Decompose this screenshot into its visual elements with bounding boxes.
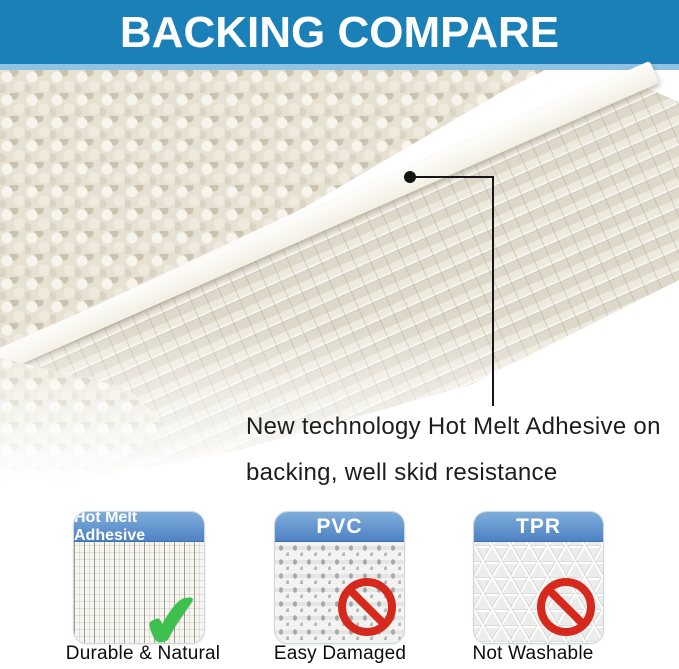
prohibition-icon <box>537 578 595 636</box>
prohibition-icon <box>338 578 396 636</box>
callout-line-vertical <box>492 176 494 406</box>
comparison-card-pvc: PVC <box>274 511 405 644</box>
card-texture-hot-melt-adhesive: ✔ <box>74 542 205 644</box>
callout-text-line2: backing, well skid resistance <box>246 459 558 486</box>
callout-line-horizontal <box>410 176 494 178</box>
callout-text: New technology Hot Melt Adhesive on back… <box>246 404 676 496</box>
card-texture-tpr <box>474 542 603 643</box>
card-texture-pvc <box>275 542 404 643</box>
card-header: TPR <box>474 512 603 542</box>
callout-text-line1: New technology Hot Melt Adhesive on <box>246 413 661 440</box>
banner-title: BACKING COMPARE <box>119 8 560 57</box>
check-icon: ✔ <box>137 579 205 644</box>
comparison-card-tpr: TPR <box>473 511 604 644</box>
banner: BACKING COMPARE <box>0 0 679 64</box>
card-caption-not-washable: Not Washable <box>472 643 594 664</box>
card-caption-easy-damaged: Easy Damaged <box>273 643 407 664</box>
comparison-card-hot-melt-adhesive: Hot Melt Adhesive ✔ <box>73 511 205 644</box>
banner-bottom-strip <box>0 64 679 70</box>
card-header: PVC <box>275 512 404 542</box>
card-header: Hot Melt Adhesive <box>74 512 204 544</box>
card-caption-durable: Durable & Natural <box>65 643 221 664</box>
